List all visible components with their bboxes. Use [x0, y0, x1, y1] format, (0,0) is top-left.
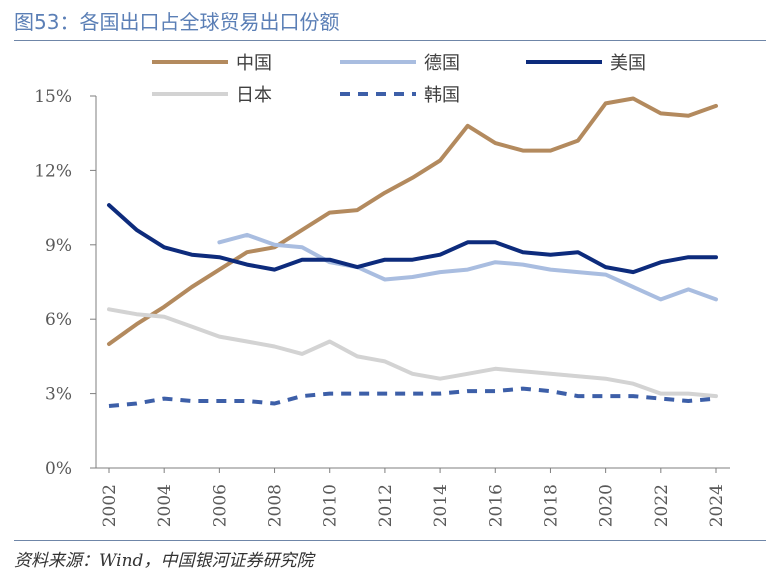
legend-label: 德国 — [424, 53, 460, 74]
x-tick-label: 2014 — [431, 484, 451, 527]
axes: 0% 3% 6% 9% 12% 15% 2002 2004 2006 2008 2010 2012 20… — [34, 87, 730, 527]
title-divider — [14, 40, 766, 41]
x-tick-label: 2012 — [376, 484, 396, 527]
series-lines — [107, 96, 718, 408]
y-tick-label: 3% — [45, 385, 72, 405]
x-tick-label: 2020 — [597, 484, 617, 527]
series-line-德国 — [217, 232, 718, 302]
y-tick-label: 12% — [34, 161, 72, 181]
series-line-日本 — [107, 307, 718, 399]
legend-label: 韩国 — [424, 85, 460, 106]
y-tick-label: 9% — [45, 236, 72, 256]
x-tick-label: 2010 — [321, 484, 341, 527]
series-line-中国 — [107, 96, 718, 346]
x-tick-label: 2022 — [652, 484, 672, 527]
source-divider — [14, 540, 766, 541]
y-tick-label: 6% — [45, 310, 72, 330]
y-tick-label: 15% — [34, 87, 72, 107]
x-tick-label: 2004 — [155, 484, 175, 527]
legend-label: 日本 — [236, 85, 272, 106]
series-line-韩国 — [108, 386, 717, 408]
x-tick-label: 2018 — [541, 484, 561, 527]
source-note: 资料来源：Wind，中国银河证券研究院 — [14, 551, 314, 571]
x-tick-label: 2002 — [100, 484, 120, 527]
line-chart: 0% 3% 6% 9% 12% 15% 2002 2004 2006 2008 2010 2012 20… — [34, 53, 730, 527]
x-tick-label: 2006 — [210, 484, 230, 527]
figure-title: 图53：各国出口占全球贸易出口份额 — [14, 10, 340, 34]
series-line-美国 — [107, 203, 718, 275]
legend-label: 美国 — [610, 53, 646, 74]
x-tick-label: 2024 — [707, 484, 727, 527]
x-tick-label: 2016 — [486, 484, 506, 527]
y-tick-label: 0% — [45, 459, 72, 479]
x-tick-label: 2008 — [266, 484, 286, 527]
legend-label: 中国 — [236, 53, 272, 74]
